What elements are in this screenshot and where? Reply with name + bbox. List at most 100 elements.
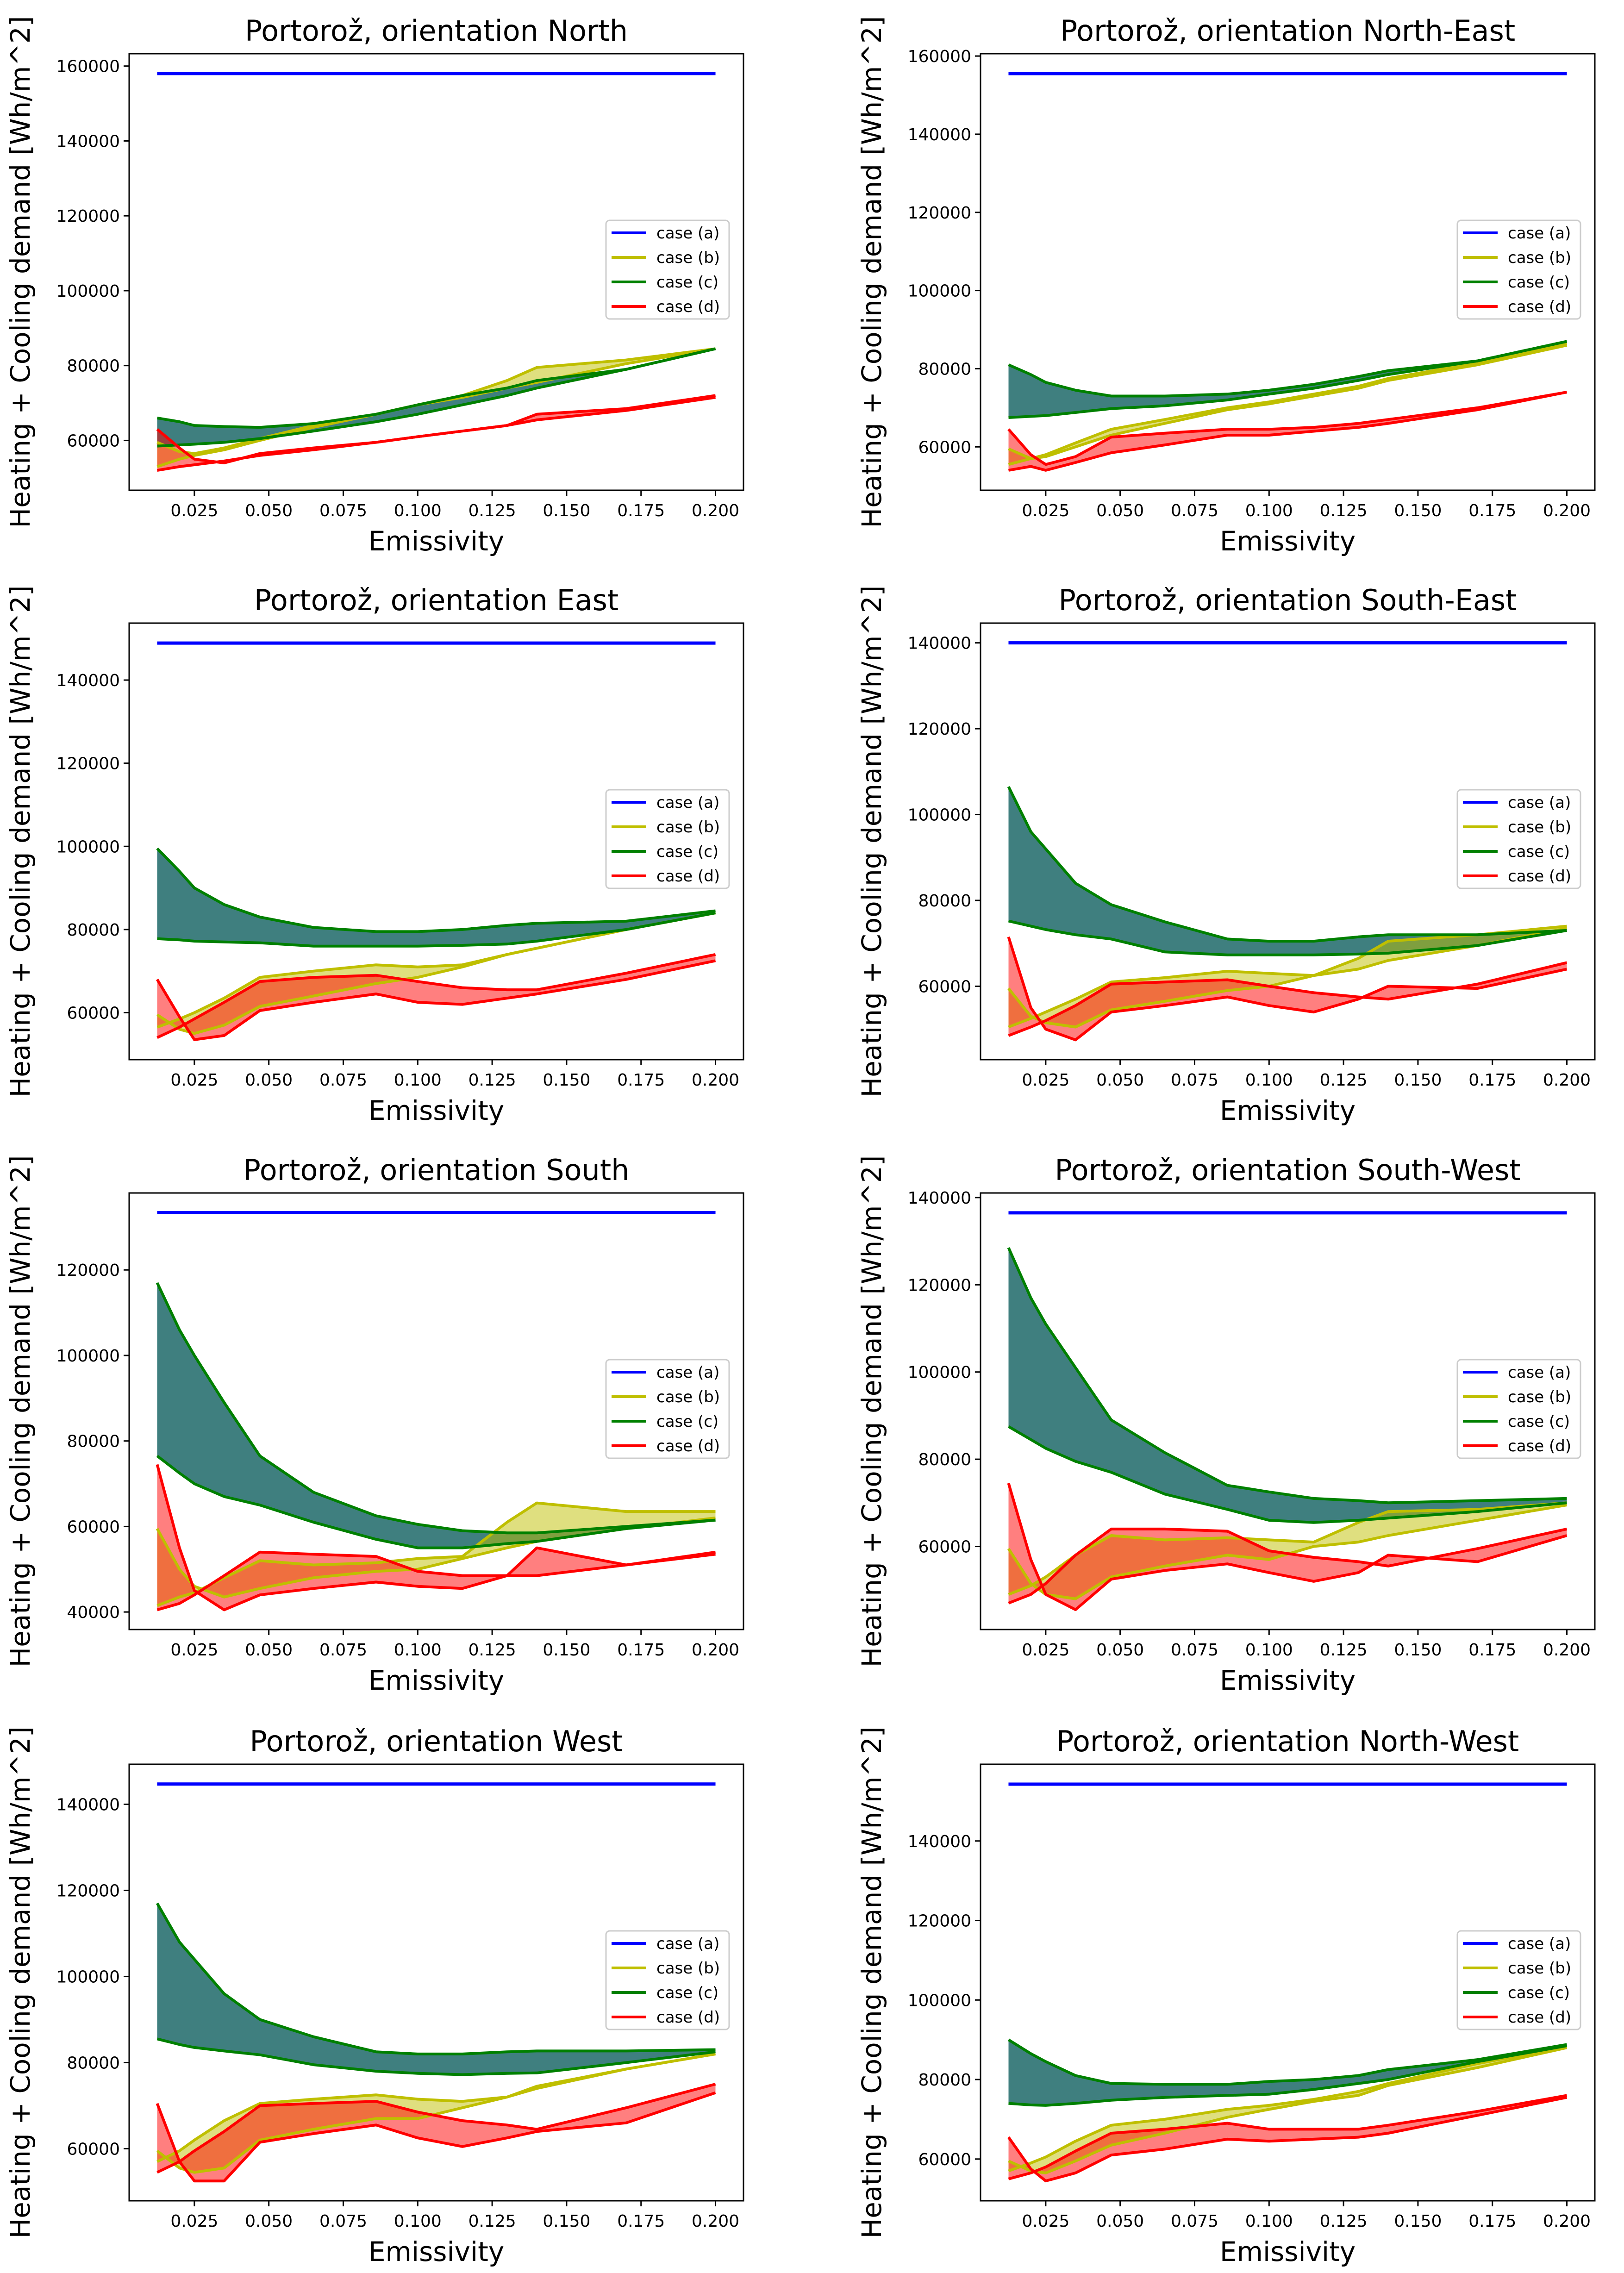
x-tick-label: 0.150 bbox=[543, 501, 590, 520]
case-b-line-2 bbox=[1008, 343, 1568, 466]
x-tick-label: 0.075 bbox=[1171, 1071, 1218, 1090]
y-tick-label: 120000 bbox=[56, 1261, 120, 1280]
x-tick-label: 0.175 bbox=[1468, 1641, 1516, 1660]
x-tick-label: 0.175 bbox=[1468, 1071, 1516, 1090]
legend: case (a) case (b) case (c) case (d) bbox=[605, 1930, 730, 2030]
case-b-band bbox=[1008, 1503, 1567, 1599]
x-tick-label: 0.025 bbox=[1022, 1641, 1069, 1660]
case-c-band bbox=[1008, 1248, 1567, 1523]
case-d-line-2 bbox=[157, 396, 716, 472]
axes-frame bbox=[128, 622, 744, 1061]
x-tick-label: 0.100 bbox=[394, 1071, 442, 1090]
x-axis-label: Emissivity bbox=[369, 2236, 504, 2267]
legend-label: case (a) bbox=[656, 224, 719, 243]
case-d-line-2 bbox=[1008, 961, 1568, 1037]
legend-box bbox=[605, 219, 730, 320]
case-d-band bbox=[157, 954, 716, 1040]
legend-label: case (d) bbox=[656, 1437, 720, 1455]
case-d-line-1 bbox=[1007, 2096, 1568, 2183]
case-b-line-1 bbox=[1008, 2046, 1568, 2174]
x-tick-label: 0.025 bbox=[170, 1641, 218, 1660]
legend: case (a) case (b) case (c) case (d) bbox=[1456, 789, 1581, 889]
x-tick-label: 0.125 bbox=[468, 501, 516, 520]
case-b-line-1 bbox=[156, 2052, 716, 2174]
x-tick-label: 0.150 bbox=[543, 1641, 590, 1660]
x-tick-label: 0.125 bbox=[1320, 2212, 1368, 2231]
y-tick-label: 80000 bbox=[67, 921, 120, 940]
x-tick-label: 0.150 bbox=[1394, 501, 1442, 520]
y-tick-label: 60000 bbox=[67, 431, 120, 450]
case-d-line-2 bbox=[156, 2083, 716, 2174]
x-tick-label: 0.075 bbox=[319, 501, 367, 520]
case-d-line-2 bbox=[1008, 391, 1568, 472]
legend-label: case (a) bbox=[656, 1935, 719, 1953]
legend-label: case (d) bbox=[656, 2008, 720, 2027]
y-axis-label: Heating + Cooling demand [Wh/m^2] bbox=[856, 586, 887, 1098]
case-b-line-2 bbox=[1008, 924, 1567, 1029]
legend: case (a) case (b) case (c) case (d) bbox=[1456, 219, 1581, 320]
legend-label: case (d) bbox=[656, 867, 720, 886]
x-axis-label: Emissivity bbox=[1220, 1095, 1355, 1126]
case-b-line-2 bbox=[1008, 1501, 1567, 1596]
y-tick-label: 80000 bbox=[67, 357, 120, 376]
case-c-line-1 bbox=[156, 847, 716, 933]
x-tick-label: 0.025 bbox=[170, 2212, 218, 2231]
y-tick-label: 100000 bbox=[56, 282, 120, 301]
subplot-2: Portorož, orientation East 0.025 0.050 0.07… bbox=[5, 583, 744, 1126]
x-tick-label: 0.050 bbox=[1096, 501, 1144, 520]
case-d-band bbox=[1008, 392, 1567, 470]
subplot-3: Portorož, orientation South-East 0.025 0.0… bbox=[856, 583, 1596, 1126]
y-tick-label: 140000 bbox=[908, 1832, 971, 1851]
legend-box bbox=[1456, 1930, 1581, 2030]
legend-label: case (a) bbox=[1508, 1935, 1571, 1953]
x-axis-label: Emissivity bbox=[369, 1095, 504, 1126]
case-d-band bbox=[157, 1464, 716, 1610]
x-axis-label: Emissivity bbox=[1220, 1665, 1355, 1696]
y-tick-label: 80000 bbox=[918, 360, 971, 379]
case-d-line-1 bbox=[156, 1464, 716, 1611]
x-tick-label: 0.100 bbox=[1245, 1641, 1293, 1660]
case-d-line-1 bbox=[1007, 936, 1568, 1042]
x-tick-label: 0.100 bbox=[394, 501, 442, 520]
legend-label: case (a) bbox=[1508, 1363, 1571, 1382]
x-axis-label: Emissivity bbox=[369, 1665, 504, 1696]
axes-frame bbox=[128, 1763, 744, 2202]
legend: case (a) case (b) case (c) case (d) bbox=[605, 219, 730, 320]
chart-title: Portorož, orientation West bbox=[250, 1724, 623, 1758]
legend-label: case (b) bbox=[656, 249, 720, 267]
y-tick-label: 160000 bbox=[56, 57, 120, 76]
case-c-line-2 bbox=[156, 2037, 716, 2076]
y-tick-label: 80000 bbox=[918, 892, 971, 911]
case-b-line-2 bbox=[156, 2052, 716, 2163]
chart-title: Portorož, orientation North-East bbox=[1060, 14, 1515, 48]
subplot-0: Portorož, orientation North 0.025 0.050 0.0… bbox=[5, 14, 744, 557]
y-tick-label: 60000 bbox=[67, 1004, 120, 1023]
y-tick-label: 120000 bbox=[56, 207, 120, 226]
x-tick-label: 0.175 bbox=[617, 1641, 665, 1660]
x-tick-label: 0.075 bbox=[1171, 2212, 1218, 2231]
case-d-line-1 bbox=[1007, 391, 1568, 466]
y-tick-label: 120000 bbox=[908, 204, 971, 223]
x-tick-label: 0.200 bbox=[692, 1071, 739, 1090]
x-tick-label: 0.100 bbox=[1245, 501, 1293, 520]
legend: case (a) case (b) case (c) case (d) bbox=[605, 1359, 730, 1459]
y-tick-label: 120000 bbox=[908, 1912, 971, 1931]
y-tick-label: 100000 bbox=[56, 1347, 120, 1366]
y-tick-label: 120000 bbox=[908, 1276, 971, 1295]
x-tick-label: 0.050 bbox=[1096, 1641, 1144, 1660]
case-b-line-1 bbox=[1008, 342, 1568, 460]
chart-title: Portorož, orientation South bbox=[244, 1153, 630, 1187]
x-tick-label: 0.200 bbox=[1543, 1641, 1591, 1660]
legend-label: case (c) bbox=[656, 843, 718, 861]
y-tick-label: 120000 bbox=[908, 720, 971, 739]
x-tick-label: 0.200 bbox=[692, 501, 739, 520]
y-axis-label: Heating + Cooling demand [Wh/m^2] bbox=[856, 1155, 887, 1667]
legend-box bbox=[1456, 1359, 1581, 1459]
subplot-1: Portorož, orientation North-East 0.025 0.0… bbox=[856, 14, 1596, 557]
legend-label: case (c) bbox=[1508, 843, 1570, 861]
case-c-line-2 bbox=[1008, 340, 1568, 419]
x-tick-label: 0.100 bbox=[394, 2212, 442, 2231]
axes-frame bbox=[128, 1192, 744, 1630]
legend-label: case (b) bbox=[1508, 1959, 1571, 1978]
x-tick-label: 0.075 bbox=[319, 1641, 367, 1660]
